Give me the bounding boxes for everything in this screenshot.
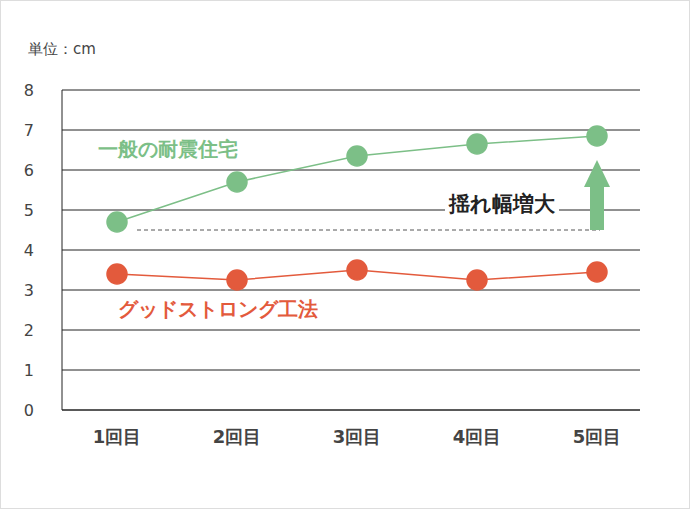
svg-text:4回目: 4回目 <box>453 426 502 447</box>
svg-text:5回目: 5回目 <box>573 426 622 447</box>
svg-text:2: 2 <box>24 321 34 340</box>
svg-text:3: 3 <box>24 281 34 300</box>
svg-text:1回目: 1回目 <box>93 426 142 447</box>
svg-text:6: 6 <box>24 161 34 180</box>
svg-text:0: 0 <box>24 401 34 420</box>
svg-text:7: 7 <box>24 121 34 140</box>
svg-text:3回目: 3回目 <box>333 426 382 447</box>
svg-text:4: 4 <box>24 241 34 260</box>
svg-text:5: 5 <box>24 201 34 220</box>
html-text:グッドストロング工法: グッドストロング工法 <box>118 297 318 321</box>
html-text:一般の耐震住宅: 一般の耐震住宅 <box>98 137 238 161</box>
svg-text:1: 1 <box>24 361 34 380</box>
html-text:揺れ幅増大: 揺れ幅増大 <box>449 192 555 216</box>
svg-text:8: 8 <box>24 81 34 100</box>
svg-text:2回目: 2回目 <box>213 426 262 447</box>
html-text:単位：cm: 単位：cm <box>28 40 96 58</box>
